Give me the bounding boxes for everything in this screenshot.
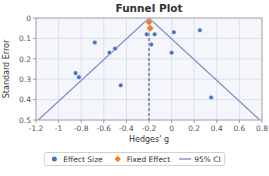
tick-x xyxy=(81,120,82,123)
tick-y xyxy=(33,38,36,39)
grid-line-x xyxy=(58,18,59,120)
tick-label-x: -0.8 xyxy=(74,124,89,133)
legend-label: 95% CI xyxy=(194,155,221,164)
tick-label-y: 0.2 xyxy=(19,55,31,64)
grid-line-x xyxy=(239,18,240,120)
effect-size-point xyxy=(113,46,118,51)
grid xyxy=(36,18,262,120)
tick-x xyxy=(171,120,172,123)
x-axis-label: Hedges' g xyxy=(129,135,169,144)
marks xyxy=(38,18,259,120)
legend-label: Fixed Effect xyxy=(127,155,170,164)
effect-size-point xyxy=(92,40,97,45)
tick-label-x: -0.4 xyxy=(119,124,134,133)
fixed-effect-point xyxy=(145,18,153,26)
plot-frame xyxy=(36,18,262,120)
tick-x xyxy=(194,120,195,123)
effect-size-point xyxy=(73,71,78,76)
grid-line-x xyxy=(126,18,127,120)
legend-swatch xyxy=(179,158,191,159)
effect-size-point xyxy=(144,32,149,37)
legend-label: Effect Size xyxy=(63,155,103,164)
grid-line-x xyxy=(194,18,195,120)
tick-x xyxy=(126,120,127,123)
grid-line-x xyxy=(81,18,82,120)
tick-label-y: 0 xyxy=(26,14,31,23)
tick-x xyxy=(58,120,59,123)
tick-x xyxy=(239,120,240,123)
plot-area xyxy=(36,18,262,120)
tick-x xyxy=(103,120,104,123)
title: Funnel Plot xyxy=(116,2,183,14)
tick-y xyxy=(33,120,36,121)
legend-item: Effect Size xyxy=(52,155,103,164)
legend-item: 95% CI xyxy=(179,155,221,164)
tick-label-y: 0.1 xyxy=(19,34,31,43)
legend-swatch xyxy=(115,156,121,162)
tick-x xyxy=(262,120,263,123)
effect-size-point xyxy=(77,75,82,80)
effect-size-point xyxy=(149,42,154,47)
effect-size-point xyxy=(169,50,174,55)
tick-label-x: 0.4 xyxy=(211,124,223,133)
effect-size-point xyxy=(198,28,203,33)
tick-label-x: 0 xyxy=(169,124,174,133)
effect-size-point xyxy=(118,83,123,88)
tick-label-x: 0.8 xyxy=(256,124,268,133)
legend-item: Fixed Effect xyxy=(115,155,171,164)
tick-y xyxy=(33,99,36,100)
tick-label-x: -1 xyxy=(55,124,63,133)
tick-x xyxy=(36,120,37,123)
tick-label-x: -0.2 xyxy=(142,124,157,133)
tick-label-x: 0.2 xyxy=(188,124,200,133)
tick-label-x: -0.6 xyxy=(96,124,111,133)
chart: -1.2 -1 -0.8 -0.6 -0.4 -0.2 0 0.2 0.4 0.6 0.8 0 0.1 0… xyxy=(0,0,269,176)
tick-label-y: 0.5 xyxy=(19,116,31,125)
effect-size-point xyxy=(209,95,214,100)
fixed-effect-point xyxy=(146,24,154,32)
legend-frame xyxy=(44,153,224,166)
effect-size-point xyxy=(107,50,112,55)
effect-size-point xyxy=(172,30,177,35)
tick-x xyxy=(216,120,217,123)
tick-label-y: 0.4 xyxy=(19,95,31,104)
tick-y xyxy=(33,79,36,80)
tick-label-x: 0.6 xyxy=(233,124,245,133)
tick-label-y: 0.3 xyxy=(19,75,31,84)
tick-y xyxy=(33,18,36,19)
effect-size-point xyxy=(152,32,157,37)
grid-line-x xyxy=(216,18,217,120)
legend-swatch xyxy=(52,157,57,162)
tick-label-x: -1.2 xyxy=(29,124,44,133)
y-axis-label: Standard Error xyxy=(2,39,11,98)
tick-x xyxy=(149,120,150,123)
grid-line-x xyxy=(103,18,104,120)
ci-line xyxy=(38,18,259,120)
legend: Effect Size Fixed Effect 95% CI xyxy=(44,153,224,166)
tick-y xyxy=(33,58,36,59)
